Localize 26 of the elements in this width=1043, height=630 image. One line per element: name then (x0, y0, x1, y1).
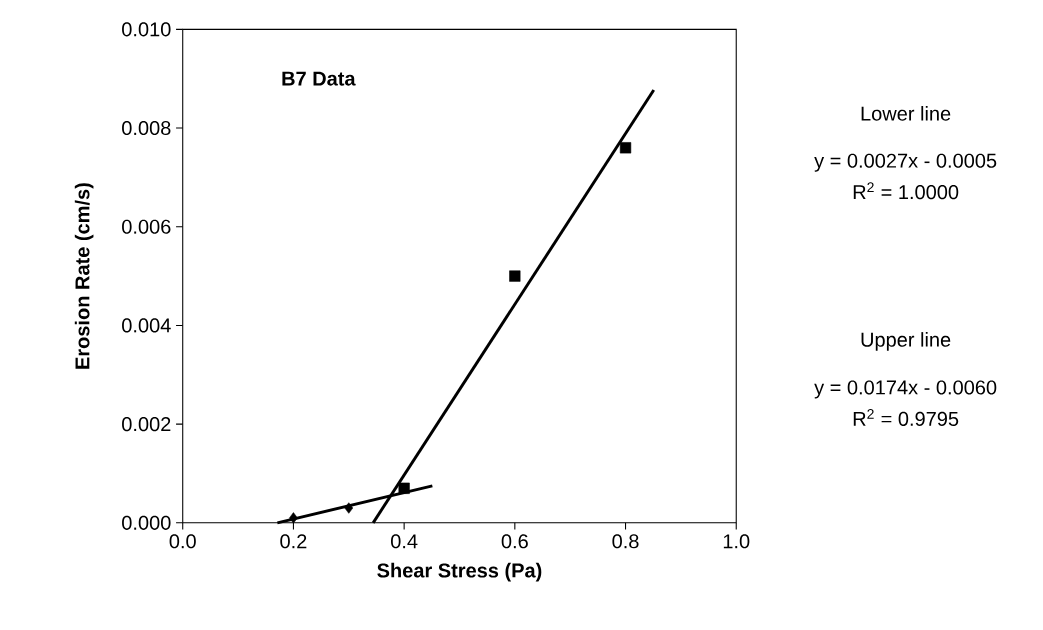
y-tick-label: 0.000 (122, 515, 171, 531)
point (398, 482, 410, 495)
text: Upper line (861, 332, 951, 351)
y-tick-label: 0.002 (122, 417, 171, 432)
point (509, 270, 521, 282)
y-tick-label: 0.008 (122, 121, 171, 136)
point (289, 512, 298, 524)
text: R$^{2}$ = 0.9795 (853, 409, 959, 427)
y-axis-title: Erosion Rate (cm/s) (74, 183, 94, 369)
y-tick-label: 0.006 (122, 219, 171, 235)
annotation: B7 Data (282, 71, 356, 86)
y-tick-label: 0.004 (122, 318, 171, 333)
x-tick-label: 0.6 (501, 534, 528, 549)
x-tick-label: 0.2 (280, 534, 307, 549)
text: y = 0.0174x - 0.0060 (814, 380, 997, 399)
point (619, 142, 632, 154)
x-tick-label: 1.0 (723, 534, 750, 549)
x-tick-label: 0.4 (391, 534, 418, 549)
y-tick-label: 0.010 (122, 22, 171, 37)
x-tick-label: 0.0 (169, 534, 196, 549)
text: R$^{2}$ = 1.0000 (853, 182, 959, 200)
text: Lower line (861, 106, 951, 121)
x-axis-title: Shear Stress (Pa) (377, 563, 542, 582)
point (344, 502, 354, 514)
text: y = 0.0027x - 0.0005 (814, 153, 997, 172)
x-tick-label: 0.8 (612, 534, 639, 549)
